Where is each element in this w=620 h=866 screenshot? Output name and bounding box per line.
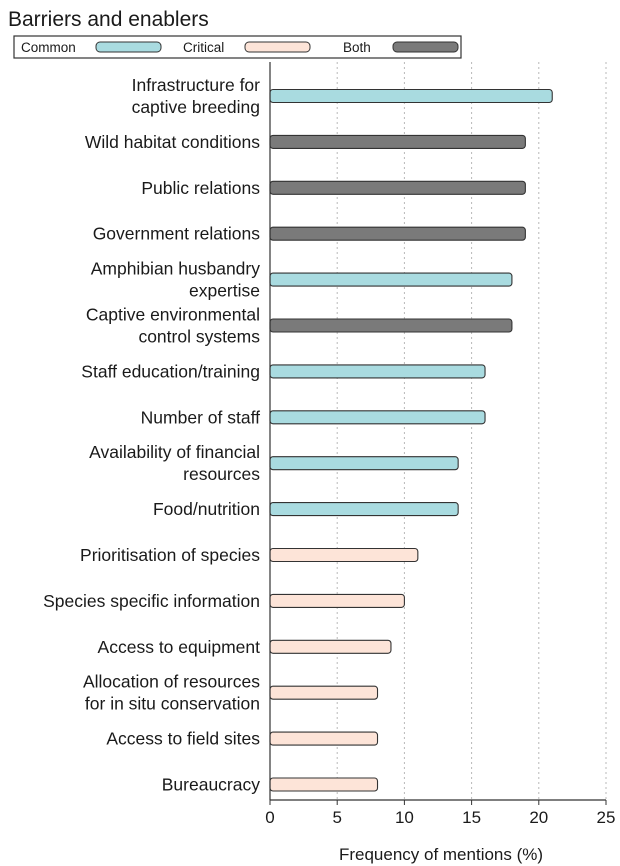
legend: Common Critical Both [13,35,462,59]
category-label: Availability of financial [89,442,260,462]
category-label: Infrastructure for [132,75,261,95]
bar-common [269,456,459,471]
x-axis: 0 5 10 15 20 25 [265,62,615,827]
category-label: Amphibian husbandry [91,259,261,279]
x-tick-label: 20 [529,808,548,827]
category-label: Wild habitat conditions [85,132,260,152]
bar-common [269,272,513,287]
bar-critical [269,639,392,654]
category-label: Prioritisation of species [80,545,260,565]
category-label: Captive environmental [86,305,260,325]
gridlines [336,62,607,800]
legend-label-both: Both [343,40,371,55]
category-label: Government relations [93,224,261,244]
bar-common [269,502,459,517]
bar-both [269,318,513,333]
category-label: Allocation of resources [83,672,260,692]
bar-critical [269,593,405,608]
bar-both [269,180,526,195]
legend-label-common: Common [21,40,76,55]
category-label: captive breeding [132,97,260,117]
legend-swatch-both [392,41,459,53]
x-tick-label: 0 [265,808,274,827]
category-label: Access to field sites [106,729,260,749]
bar-critical [269,731,379,746]
bar-both [269,134,526,149]
category-label: control systems [138,327,260,347]
legend-swatch-critical [244,41,311,53]
bar-critical [269,547,419,563]
legend-swatch-common [95,41,162,53]
category-label: Food/nutrition [153,499,260,519]
bar-critical [269,777,379,792]
x-tick-label: 10 [395,808,414,827]
bar-common [269,88,553,104]
category-label: Number of staff [141,407,260,427]
bars [269,88,553,792]
category-label: Access to equipment [98,637,261,657]
x-tick-label: 15 [462,808,481,827]
category-label: resources [183,464,260,484]
category-label: Staff education/training [81,361,260,381]
legend-label-critical: Critical [183,40,224,55]
bar-common [269,410,486,425]
x-tick-label: 25 [597,808,616,827]
x-tick-label: 5 [332,808,341,827]
chart-title: Barriers and enablers [8,8,209,31]
category-label: for in situ conservation [85,694,260,714]
category-label: Bureaucracy [162,775,260,795]
bar-both [269,226,526,241]
bar-critical [269,685,379,700]
x-axis-title: Frequency of mentions (%) [339,845,543,864]
category-label: Species specific information [43,591,260,611]
bar-common [269,364,486,379]
category-label: expertise [189,281,260,301]
category-label: Public relations [141,178,260,198]
